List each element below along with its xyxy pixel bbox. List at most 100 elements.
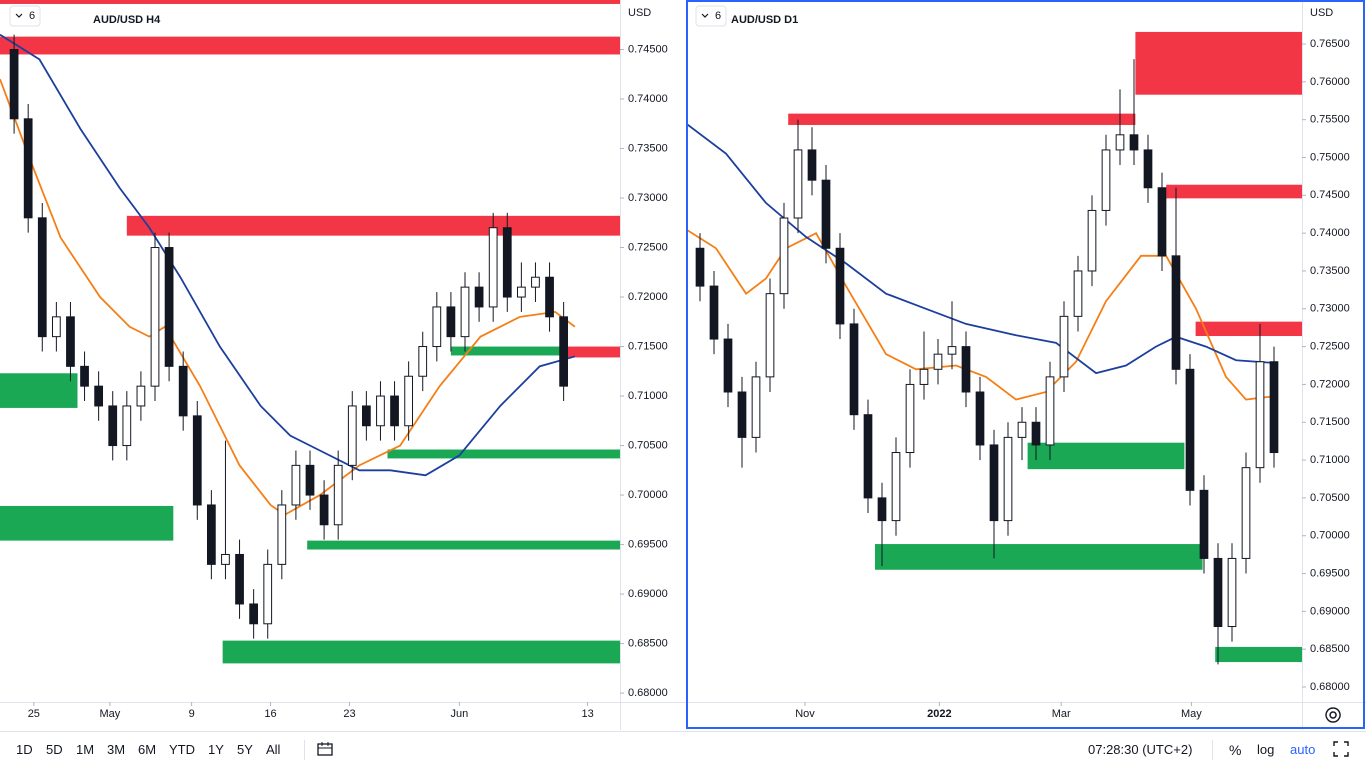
chart-pane: USD 0.68000 0.68500 0.69000 0.69500 0.70000 0.… xyxy=(0,0,686,730)
candle-body xyxy=(751,376,761,438)
moving-average xyxy=(0,33,576,477)
candle-body xyxy=(807,149,817,181)
candle-body xyxy=(989,444,999,522)
candle-body xyxy=(1185,368,1195,491)
currency-label: USD xyxy=(1310,7,1333,19)
candle-body xyxy=(361,405,371,427)
interval-label: 6 xyxy=(29,10,35,22)
auto-toggle[interactable]: auto xyxy=(1290,742,1316,757)
range-button[interactable]: 6M xyxy=(138,742,157,757)
x-tick-label: 9 xyxy=(189,708,195,720)
separator xyxy=(1212,740,1213,760)
price-zone xyxy=(126,215,620,236)
candle-body xyxy=(263,563,273,625)
candle-body xyxy=(905,383,915,454)
y-tick-label: 0.71500 xyxy=(1310,416,1350,428)
y-tick-label: 0.69500 xyxy=(628,538,668,550)
price-zone xyxy=(1027,442,1185,470)
candle-body xyxy=(94,385,104,407)
candle-body xyxy=(1269,361,1279,454)
candle-body xyxy=(1115,134,1125,151)
x-tick-label: Jun xyxy=(450,708,468,720)
y-tick-label: 0.69000 xyxy=(1310,605,1350,617)
y-tick-label: 0.76000 xyxy=(1310,76,1350,88)
range-button[interactable]: All xyxy=(266,742,281,757)
candle-body xyxy=(1227,557,1237,628)
candle-body xyxy=(66,316,75,367)
candle-body xyxy=(1199,489,1209,559)
candle-body xyxy=(1171,255,1181,370)
candle-body xyxy=(51,316,61,338)
candle-body xyxy=(1087,209,1097,272)
x-tick-label: May xyxy=(100,708,121,720)
candle-body xyxy=(947,346,957,355)
y-tick-label: 0.68000 xyxy=(628,687,668,699)
y-tick-label: 0.72500 xyxy=(1310,341,1350,353)
candle-body xyxy=(1101,149,1111,211)
candle-body xyxy=(1031,421,1041,446)
candle-body xyxy=(531,276,540,288)
y-tick-label: 0.69500 xyxy=(1310,567,1350,579)
range-button[interactable]: YTD xyxy=(169,742,195,757)
range-button[interactable]: 5D xyxy=(46,742,63,757)
candle-body xyxy=(793,149,803,219)
candle-body xyxy=(933,353,943,370)
candle-body xyxy=(737,391,747,438)
candle-body xyxy=(1213,557,1223,628)
settings-icon xyxy=(1325,707,1341,723)
candle-body xyxy=(460,286,470,338)
moving-average xyxy=(0,78,576,516)
separator xyxy=(304,740,305,760)
candle-body xyxy=(122,405,132,447)
y-tick-label: 0.75500 xyxy=(1310,114,1350,126)
y-tick-label: 0.73000 xyxy=(1310,303,1350,315)
candle-body xyxy=(1045,376,1055,446)
fullscreen-icon[interactable] xyxy=(1333,741,1349,757)
range-button[interactable]: 1D xyxy=(16,742,33,757)
plot-area xyxy=(0,0,620,664)
candle-body xyxy=(779,217,789,295)
price-zone xyxy=(788,113,1136,125)
y-tick-label: 0.71000 xyxy=(1310,454,1350,466)
range-button[interactable]: 1Y xyxy=(208,742,224,757)
candle-body xyxy=(291,464,301,506)
price-zone xyxy=(450,346,564,356)
candle-body xyxy=(390,395,399,427)
candle-body xyxy=(277,504,287,565)
candle-body xyxy=(37,217,47,338)
chevron xyxy=(15,13,23,18)
price-zone xyxy=(0,373,78,408)
candle-body xyxy=(192,415,202,506)
y-tick-label: 0.72000 xyxy=(1310,378,1350,390)
candle-body xyxy=(1017,421,1027,438)
selection-border xyxy=(686,0,1365,729)
candle-body xyxy=(849,323,859,416)
price-zone xyxy=(563,346,620,358)
range-button[interactable]: 5Y xyxy=(237,742,253,757)
price-zone xyxy=(1166,184,1302,199)
range-button[interactable]: 1M xyxy=(76,742,95,757)
candle-body xyxy=(178,365,188,417)
candle-body xyxy=(1003,436,1013,522)
price-zone xyxy=(0,505,174,541)
x-tick-label: 23 xyxy=(343,708,355,720)
y-tick-label: 0.70000 xyxy=(628,489,668,501)
candle-body xyxy=(164,247,174,367)
candle-body xyxy=(1157,187,1167,257)
candle-body xyxy=(1073,270,1083,317)
price-zone xyxy=(387,449,620,459)
y-tick-label: 0.68500 xyxy=(1310,643,1350,655)
x-tick-label: 16 xyxy=(264,708,276,720)
y-tick-label: 0.76500 xyxy=(1310,38,1350,50)
date-range-icon[interactable] xyxy=(316,741,334,757)
range-button[interactable]: 3M xyxy=(107,742,126,757)
percent-toggle[interactable]: % xyxy=(1229,742,1242,758)
clock[interactable]: 07:28:30 (UTC+2) xyxy=(1088,742,1193,757)
price-zone xyxy=(307,540,620,550)
candle-body xyxy=(877,497,887,522)
log-toggle[interactable]: log xyxy=(1257,742,1275,757)
y-tick-label: 0.74000 xyxy=(628,93,668,105)
y-tick-label: 0.69000 xyxy=(628,588,668,600)
candle-body xyxy=(709,285,719,340)
candle-body xyxy=(919,368,929,385)
